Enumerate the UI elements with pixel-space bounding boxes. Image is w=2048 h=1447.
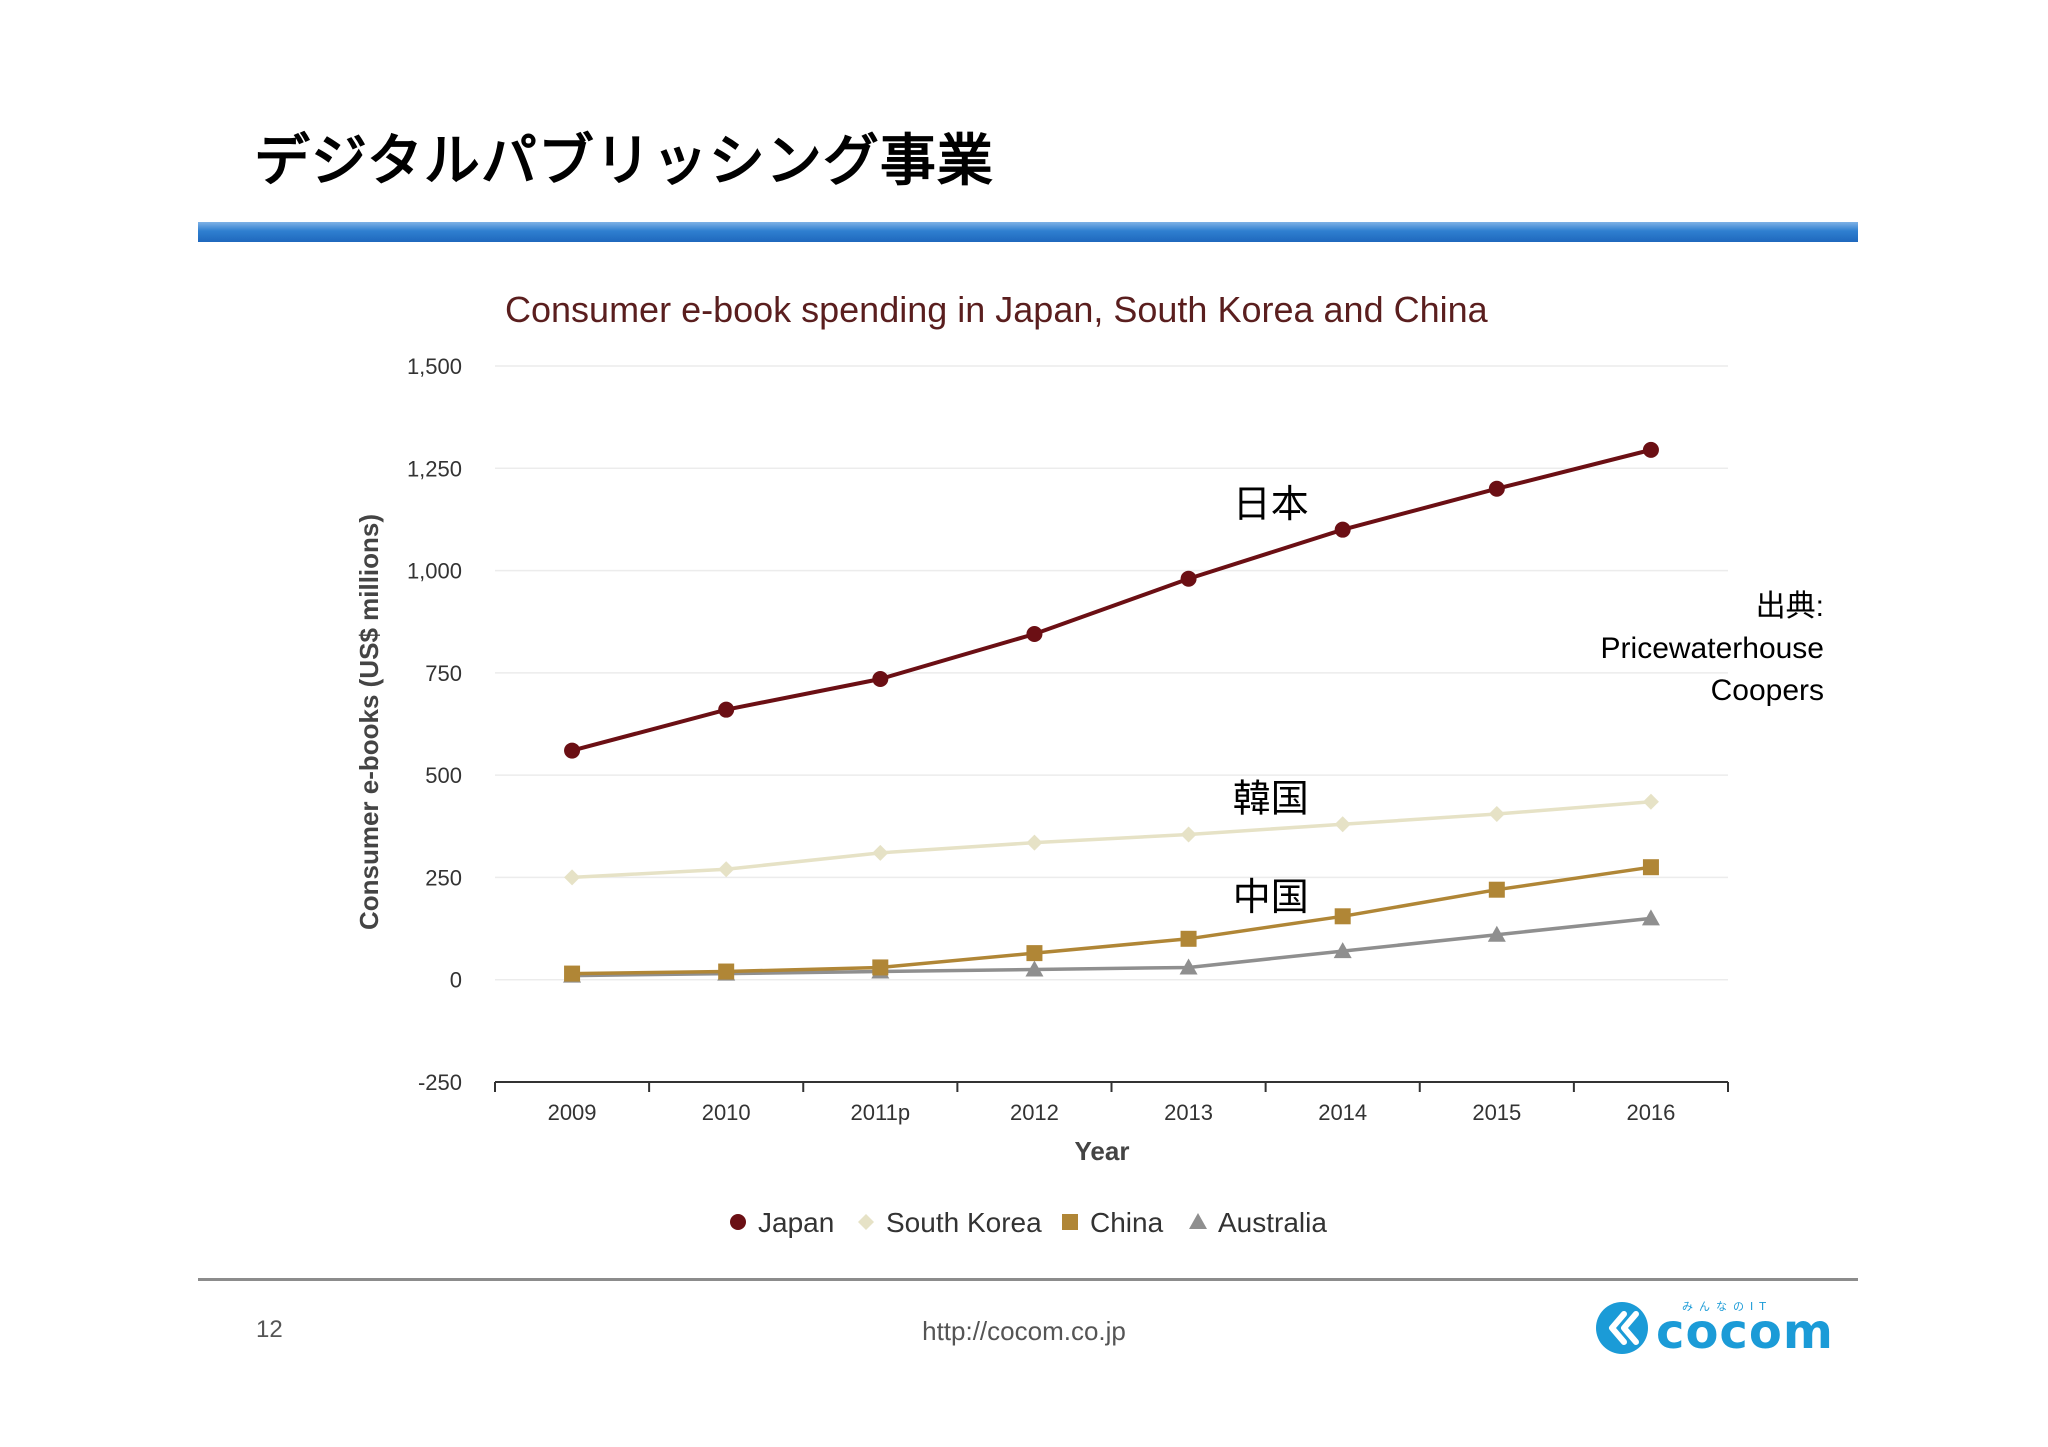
annotation-label: 中国: [1233, 875, 1309, 919]
chart-title: Consumer e-book spending in Japan, South…: [505, 289, 1489, 330]
legend-marker-south-korea: [858, 1214, 874, 1230]
logo-wordmark: cocom: [1656, 1304, 1834, 1360]
series-south-korea: [564, 793, 1659, 886]
data-point-south-korea: [718, 861, 735, 878]
series-line-south-korea: [571, 799, 1652, 880]
data-point-japan: [1026, 625, 1043, 642]
y-tick-label: 0: [450, 968, 462, 993]
data-point-japan: [1180, 570, 1197, 587]
data-point-japan: [1642, 441, 1659, 458]
data-point-china: [1488, 881, 1505, 898]
data-point-south-korea: [1488, 806, 1505, 823]
source-name-line2: Coopers: [1710, 674, 1824, 707]
gridlines: [495, 365, 1728, 981]
cocom-logo-mark-icon: [1596, 1302, 1648, 1354]
legend-marker-china: [1062, 1214, 1078, 1230]
x-tick-label: 2011p: [851, 1100, 911, 1125]
legend-label-china: China: [1090, 1207, 1164, 1238]
legend-label-south-korea: South Korea: [886, 1207, 1042, 1238]
data-point-japan: [564, 742, 581, 759]
x-tick-label: 2016: [1626, 1100, 1675, 1125]
data-point-australia: [1333, 942, 1352, 959]
cocom-logo: みんなのIT cocom: [1592, 1298, 1833, 1360]
data-point-south-korea: [1642, 793, 1659, 810]
data-point-japan: [872, 670, 889, 687]
x-axis-title: Year: [1075, 1136, 1130, 1166]
data-point-china: [872, 959, 889, 976]
y-tick-label: 1,500: [407, 354, 462, 379]
series-japan: [564, 441, 1659, 759]
x-tick-label: 2012: [1010, 1100, 1059, 1125]
data-point-south-korea: [1026, 834, 1043, 851]
series-line-china: [572, 865, 1652, 976]
data-point-japan: [1334, 521, 1351, 538]
x-tick-label: 2014: [1318, 1100, 1367, 1125]
data-point-south-korea: [1334, 816, 1351, 833]
x-tick-label: 2015: [1472, 1100, 1521, 1125]
y-tick-label: 250: [425, 865, 462, 890]
x-axis: [494, 1081, 1729, 1092]
title-bar: [198, 222, 1858, 242]
legend-marker-japan: [730, 1214, 746, 1230]
series-line-japan: [571, 447, 1652, 753]
annotation-label: 韓国: [1233, 777, 1309, 821]
series-line-australia: [572, 916, 1652, 978]
y-tick-label: 500: [425, 763, 462, 788]
source-note: 出典: Pricewaterhouse Coopers: [1601, 586, 1824, 712]
data-point-australia: [1179, 958, 1198, 975]
data-point-china: [1180, 930, 1197, 947]
x-tick-label: 2013: [1164, 1100, 1213, 1125]
legend-label-japan: Japan: [758, 1207, 834, 1238]
data-point-china: [1026, 945, 1043, 962]
y-tick-label: 1,000: [407, 559, 462, 584]
x-tick-label: 2009: [548, 1100, 597, 1125]
y-tick-label: 1,250: [407, 456, 462, 481]
y-tick-label: 750: [425, 661, 462, 686]
data-point-australia: [1641, 909, 1660, 926]
y-tick-labels: 1,500 1,250 1,000 750 500 250 0 -250: [407, 354, 462, 1095]
y-tick-label: -250: [418, 1070, 462, 1095]
x-tick-labels: 2009 2010 2011p 2012 2013 2014 2015 2016: [548, 1100, 1676, 1125]
data-point-japan: [1488, 480, 1505, 497]
footer-url[interactable]: http://cocom.co.jp: [922, 1316, 1126, 1346]
data-point-south-korea: [1180, 826, 1197, 843]
y-axis-title: Consumer e-books (US$ millions): [354, 514, 384, 930]
legend-label-australia: Australia: [1218, 1207, 1327, 1238]
page-number: 12: [256, 1316, 283, 1343]
data-point-china: [1642, 859, 1659, 876]
data-point-australia: [1025, 960, 1044, 977]
data-point-china: [564, 965, 581, 982]
footer-divider: [198, 1278, 1858, 1281]
x-tick-label: 2010: [702, 1100, 751, 1125]
logo-tagline: みんなのIT: [1682, 1300, 1772, 1313]
legend: Japan South Korea China Australia: [730, 1207, 1327, 1238]
series-china: [564, 859, 1659, 982]
source-label: 出典:: [1755, 590, 1824, 623]
data-point-south-korea: [872, 844, 889, 861]
data-point-china: [1334, 908, 1351, 925]
data-point-japan: [718, 701, 735, 718]
data-point-china: [718, 963, 735, 980]
slide-title: デジタルパブリッシング事業: [254, 129, 994, 194]
annotation-label: 日本: [1233, 482, 1309, 526]
data-point-australia: [1487, 925, 1506, 942]
legend-marker-australia: [1189, 1213, 1207, 1229]
source-name-line1: Pricewaterhouse: [1600, 632, 1824, 665]
series-group: [563, 441, 1660, 983]
data-point-south-korea: [564, 869, 581, 886]
